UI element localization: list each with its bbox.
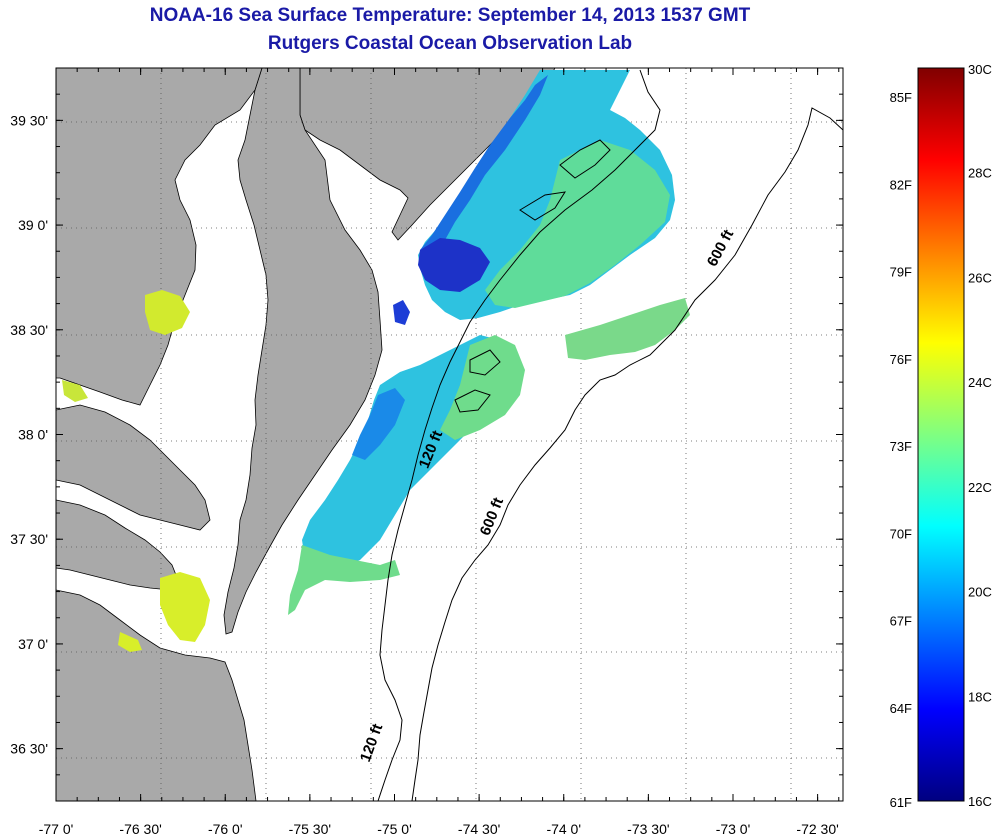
bathymetry-contours xyxy=(377,69,843,801)
sst-patch-cold-spot xyxy=(393,300,410,325)
colorbar-fahrenheit-label: 79F xyxy=(890,265,912,280)
colorbar-bar xyxy=(917,67,965,802)
colorbar-celsius-label: 20C xyxy=(968,585,992,600)
colorbar-celsius-label: 28C xyxy=(968,166,992,181)
sst-patch-bay-yellow-2 xyxy=(160,572,210,642)
colorbar-celsius-label: 16C xyxy=(968,794,992,809)
lat-tick-label: 38 0' xyxy=(18,427,48,443)
lat-tick-label: 37 30' xyxy=(10,531,48,547)
colorbar-fahrenheit-labels: 85F 82F 79F 76F 73F 70F 67F 64F 61F xyxy=(890,90,912,810)
land-western-shore xyxy=(56,68,263,406)
longitude-axis: -77 0' -76 30' -76 0' -75 30' -75 0' -74 30' -… xyxy=(39,68,840,837)
colorbar: 30C 28C 26C 24C 22C 20C 18C 16C 85F 82F 79F 76F 73F… xyxy=(890,62,992,810)
lon-tick-label: -76 0' xyxy=(208,821,243,837)
lon-tick-label: -74 0' xyxy=(546,821,581,837)
lon-tick-label: -76 30' xyxy=(119,821,161,837)
lon-tick-label: -72 30' xyxy=(796,821,838,837)
colorbar-fahrenheit-label: 82F xyxy=(890,177,912,192)
latitude-axis: 39 30' 39 0' 38 30' 38 0' 37 30' 37 0' 36 30' xyxy=(10,67,843,802)
colorbar-celsius-labels: 30C 28C 26C 24C 22C 20C 18C 16C xyxy=(968,62,992,809)
sst-patch-southern-tail xyxy=(288,545,400,615)
colorbar-celsius-label: 22C xyxy=(968,480,992,495)
land-northern-neck xyxy=(56,404,211,531)
colorbar-celsius-label: 30C xyxy=(968,62,992,77)
sst-patch-north-blue xyxy=(420,75,548,262)
contour-120ft xyxy=(377,69,661,801)
contour-600ft xyxy=(411,107,843,801)
lat-tick-label: 37 0' xyxy=(18,636,48,652)
lat-tick-label: 39 0' xyxy=(18,217,48,233)
map-title: NOAA-16 Sea Surface Temperature: Septemb… xyxy=(149,5,751,26)
sst-patch-south-blue xyxy=(352,388,405,460)
sst-patch-south-green xyxy=(440,335,525,440)
lon-tick-label: -77 0' xyxy=(39,821,74,837)
sst-patch-bay-yellow-4 xyxy=(118,632,142,652)
colorbar-celsius-label: 26C xyxy=(968,270,992,285)
colorbar-fahrenheit-label: 85F xyxy=(890,90,912,105)
contour-shoal-1 xyxy=(454,139,611,413)
land-southern-virginia xyxy=(56,589,257,801)
lon-tick-label: -74 30' xyxy=(458,821,500,837)
lat-tick-label: 39 30' xyxy=(10,112,48,128)
sst-patch-bay-yellow-1 xyxy=(145,290,190,335)
colorbar-fahrenheit-label: 70F xyxy=(890,526,912,541)
lon-tick-label: -73 0' xyxy=(716,821,751,837)
lon-tick-label: -75 30' xyxy=(289,821,331,837)
lat-tick-label: 36 30' xyxy=(10,741,48,757)
land-delmarva xyxy=(223,68,383,635)
lon-tick-label: -73 30' xyxy=(627,821,669,837)
sst-patch-cold-core xyxy=(418,238,490,292)
graticule xyxy=(56,68,843,801)
lon-tick-label: -75 0' xyxy=(377,821,412,837)
sst-patch-north-green xyxy=(485,140,670,308)
colorbar-fahrenheit-label: 76F xyxy=(890,352,912,367)
colorbar-celsius-label: 24C xyxy=(968,375,992,390)
map-subtitle: Rutgers Coastal Ocean Observation Lab xyxy=(267,33,633,54)
colorbar-fahrenheit-label: 67F xyxy=(890,614,912,629)
colorbar-fahrenheit-label: 73F xyxy=(890,439,912,454)
colorbar-fahrenheit-label: 64F xyxy=(890,701,912,716)
colorbar-celsius-label: 18C xyxy=(968,689,992,704)
lat-tick-label: 38 30' xyxy=(10,322,48,338)
sst-patch-offshore-green xyxy=(565,298,690,360)
sst-patch-bay-yellow-3 xyxy=(62,380,88,402)
colorbar-fahrenheit-label: 61F xyxy=(890,795,912,810)
